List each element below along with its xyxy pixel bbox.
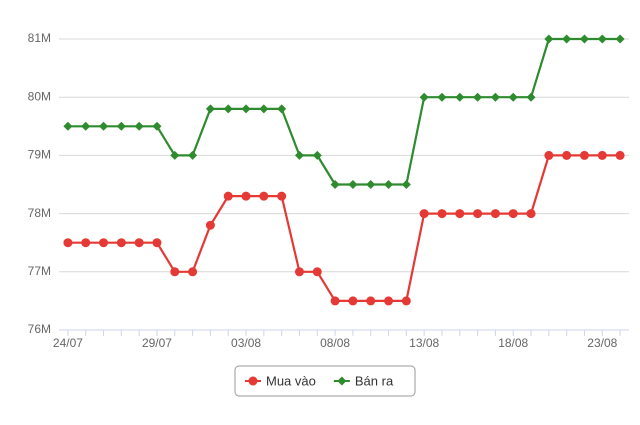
marker bbox=[152, 121, 162, 131]
marker bbox=[116, 121, 126, 131]
x-tick-label: 18/08 bbox=[498, 336, 528, 350]
x-tick-label: 23/08 bbox=[587, 336, 617, 350]
x-tick-label: 03/08 bbox=[231, 336, 261, 350]
marker bbox=[116, 238, 126, 248]
marker bbox=[366, 296, 376, 306]
marker bbox=[473, 92, 483, 102]
marker bbox=[384, 296, 394, 306]
marker bbox=[152, 238, 162, 248]
marker bbox=[241, 104, 251, 114]
marker bbox=[248, 376, 258, 386]
marker bbox=[99, 121, 109, 131]
marker bbox=[188, 267, 198, 277]
x-tick-label: 13/08 bbox=[409, 336, 439, 350]
legend-box bbox=[234, 365, 416, 397]
marker bbox=[455, 92, 465, 102]
marker bbox=[81, 121, 91, 131]
series-line bbox=[67, 154, 621, 302]
marker bbox=[562, 150, 572, 160]
marker bbox=[473, 209, 483, 219]
marker bbox=[259, 191, 269, 201]
marker bbox=[259, 104, 269, 114]
marker bbox=[579, 150, 589, 160]
marker bbox=[401, 180, 411, 189]
marker bbox=[277, 104, 287, 114]
marker bbox=[401, 296, 411, 306]
marker bbox=[330, 296, 340, 306]
marker bbox=[134, 121, 144, 131]
marker bbox=[330, 180, 340, 189]
marker bbox=[490, 209, 500, 219]
marker bbox=[597, 150, 607, 160]
x-tick-label: 24/07 bbox=[53, 336, 83, 350]
marker bbox=[508, 209, 518, 219]
y-tick-label: 79M bbox=[28, 148, 51, 162]
marker bbox=[384, 180, 394, 189]
x-tick-label: 29/07 bbox=[142, 336, 172, 350]
marker bbox=[223, 104, 233, 114]
y-tick-label: 78M bbox=[28, 206, 51, 220]
marker bbox=[170, 267, 180, 277]
marker bbox=[99, 238, 109, 248]
marker bbox=[615, 150, 625, 160]
marker bbox=[348, 296, 358, 306]
marker bbox=[490, 92, 500, 102]
legend-label[interactable]: Mua vào bbox=[266, 373, 316, 388]
y-tick-label: 80M bbox=[28, 89, 51, 103]
legend-label[interactable]: Bán ra bbox=[355, 373, 394, 388]
marker bbox=[419, 209, 429, 219]
marker bbox=[348, 180, 358, 189]
marker bbox=[312, 267, 322, 277]
marker bbox=[205, 220, 215, 230]
x-tick-label: 08/08 bbox=[320, 336, 350, 350]
series-line bbox=[67, 37, 621, 186]
marker bbox=[63, 238, 73, 248]
y-tick-label: 76M bbox=[28, 322, 51, 336]
marker bbox=[81, 238, 91, 248]
marker bbox=[562, 34, 572, 44]
marker bbox=[597, 34, 607, 44]
marker bbox=[294, 267, 304, 277]
marker bbox=[223, 191, 233, 201]
marker bbox=[63, 121, 73, 131]
marker bbox=[241, 191, 251, 201]
marker bbox=[437, 92, 447, 102]
marker bbox=[337, 376, 347, 386]
legend: Mua vào Bán ra bbox=[234, 365, 416, 397]
marker bbox=[419, 92, 429, 102]
marker bbox=[170, 150, 180, 160]
y-tick-label: 77M bbox=[28, 264, 51, 278]
marker bbox=[205, 104, 215, 114]
marker bbox=[134, 238, 144, 248]
marker bbox=[455, 209, 465, 219]
marker bbox=[294, 150, 304, 160]
marker bbox=[615, 34, 625, 44]
marker bbox=[366, 180, 376, 189]
marker bbox=[526, 209, 536, 219]
marker bbox=[526, 92, 536, 102]
y-tick-label: 81M bbox=[28, 31, 51, 45]
marker bbox=[437, 209, 447, 219]
marker bbox=[312, 150, 322, 160]
marker bbox=[508, 92, 518, 102]
marker bbox=[277, 191, 287, 201]
marker bbox=[188, 150, 198, 160]
marker bbox=[544, 34, 554, 44]
marker bbox=[544, 150, 554, 160]
marker bbox=[579, 34, 589, 44]
